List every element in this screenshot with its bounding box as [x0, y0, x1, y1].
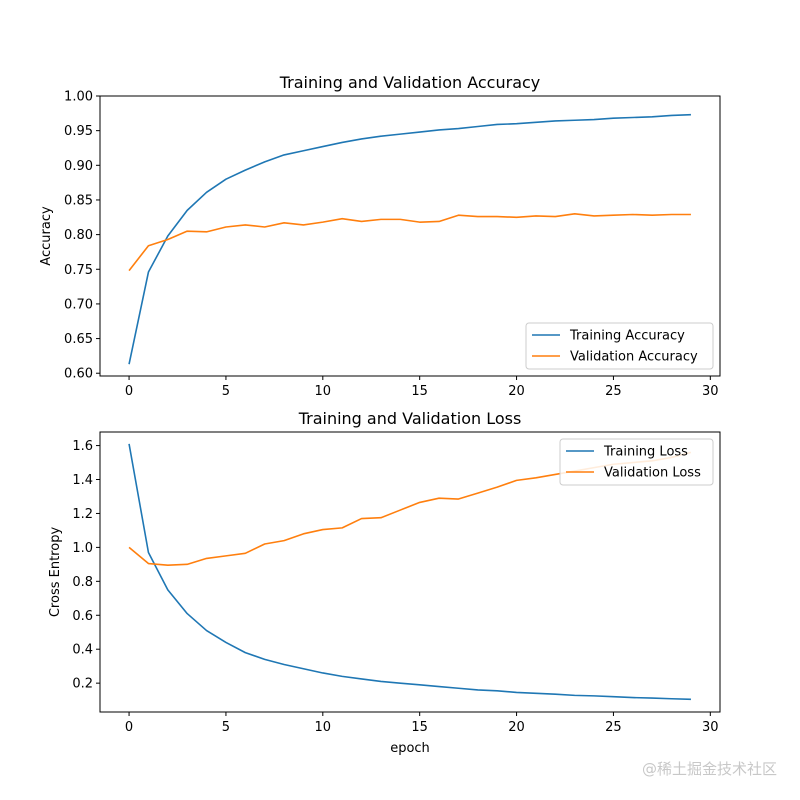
- y-tick-label: 0.2: [72, 677, 93, 692]
- legend-label: Training Accuracy: [569, 329, 685, 344]
- loss-chart: Training and Validation Loss Cross Entro…: [48, 409, 721, 756]
- y-tick-label: 0.85: [64, 193, 93, 208]
- plot-frame: [99, 431, 721, 713]
- x-tick-label: 10: [315, 720, 332, 735]
- y-tick-label: 1.4: [72, 473, 93, 488]
- legend-label: Training Loss: [603, 445, 688, 460]
- y-tick-label: 0.60: [64, 367, 93, 382]
- x-tick-label: 5: [222, 720, 230, 735]
- plot-frame: [99, 95, 721, 377]
- x-tick-label: 20: [508, 384, 525, 399]
- y-tick-label: 0.95: [64, 124, 93, 139]
- watermark-text: @稀土掘金技术社区: [642, 760, 777, 778]
- legend-box: [559, 438, 714, 486]
- y-tick-label: 0.70: [64, 297, 93, 312]
- series-line-training: [128, 443, 691, 701]
- y-tick-label: 1.6: [72, 439, 93, 454]
- legend-label: Validation Loss: [604, 466, 701, 481]
- y-axis-label: Cross Entropy: [48, 527, 63, 618]
- x-tick-label: 0: [125, 720, 133, 735]
- x-tick-label: 20: [508, 720, 525, 735]
- x-tick-label: 5: [222, 384, 230, 399]
- y-tick-label: 1.0: [72, 541, 93, 556]
- y-tick-label: 1.2: [72, 507, 93, 522]
- y-tick-label: 1.00: [64, 90, 93, 105]
- y-tick-label: 0.90: [64, 159, 93, 174]
- y-tick-label: 0.8: [72, 575, 93, 590]
- legend-box: [525, 322, 714, 370]
- chart-title: Training and Validation Accuracy: [279, 73, 541, 92]
- x-tick-label: 30: [702, 384, 719, 399]
- x-axis-label: epoch: [390, 741, 430, 756]
- x-tick-label: 15: [411, 720, 428, 735]
- x-tick-label: 25: [605, 720, 622, 735]
- x-tick-label: 30: [702, 720, 719, 735]
- series-line-training: [128, 113, 691, 365]
- y-axis-label: Accuracy: [39, 206, 54, 266]
- x-tick-label: 25: [605, 384, 622, 399]
- legend-label: Validation Accuracy: [570, 350, 698, 365]
- accuracy-chart: Training and Validation Accuracy Accurac…: [39, 73, 721, 399]
- y-tick-label: 0.4: [72, 643, 93, 658]
- y-tick-label: 0.80: [64, 228, 93, 243]
- x-tick-label: 15: [411, 384, 428, 399]
- x-tick-label: 0: [125, 384, 133, 399]
- y-tick-label: 0.65: [64, 332, 93, 347]
- y-tick-label: 0.75: [64, 263, 93, 278]
- x-tick-label: 10: [315, 384, 332, 399]
- chart-title: Training and Validation Loss: [298, 409, 522, 428]
- y-tick-label: 0.6: [72, 609, 93, 624]
- series-line-validation: [128, 213, 691, 272]
